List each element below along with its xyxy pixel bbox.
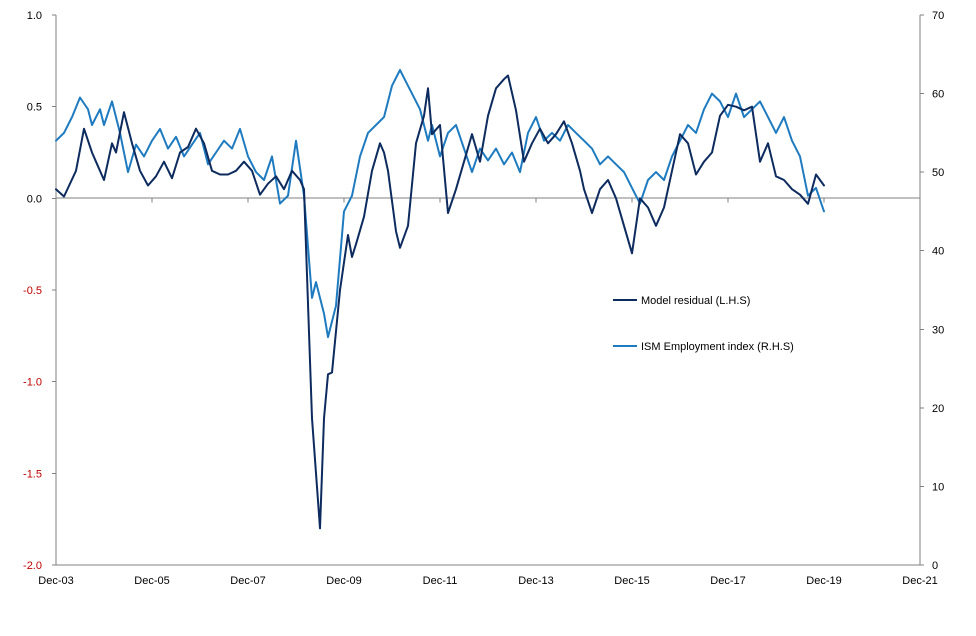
x-tick-label: Dec-05 <box>134 575 169 587</box>
legend-label-model-residual: Model residual (L.H.S) <box>641 295 750 307</box>
right-y-tick-label: 70 <box>932 10 944 22</box>
x-tick-label: Dec-13 <box>518 575 553 587</box>
x-tick-label: Dec-07 <box>230 575 265 587</box>
x-tick-label: Dec-21 <box>902 575 937 587</box>
x-tick-label: Dec-15 <box>614 575 649 587</box>
left-y-tick-label: 1.0 <box>27 10 42 22</box>
x-tick-label: Dec-17 <box>710 575 745 587</box>
right-y-tick-label: 50 <box>932 167 944 179</box>
right-y-tick-label: 10 <box>932 481 944 493</box>
right-y-tick-label: 40 <box>932 246 944 258</box>
series-line-model-residual <box>55 74 825 530</box>
x-tick-label: Dec-11 <box>423 575 458 587</box>
x-tick-label: Dec-03 <box>38 575 73 587</box>
left-y-tick-label: -2.0 <box>23 560 42 572</box>
left-y-tick-label: -0.5 <box>23 285 42 297</box>
left-y-tick-label: -1.5 <box>23 468 42 480</box>
x-tick-label: Dec-09 <box>326 575 361 587</box>
series-line-ism-employment <box>55 69 825 339</box>
right-y-tick-label: 0 <box>932 560 938 572</box>
right-y-tick-label: 60 <box>932 89 944 101</box>
plot-area <box>55 69 825 530</box>
tick-group: -2.0 -1.5 -1.0 -0.5 0.0 0.5 1.0 0 10 20 30 40 50 60 70… <box>23 10 944 587</box>
left-y-tick-label: 0.5 <box>27 102 42 114</box>
left-y-tick-label: 0.0 <box>27 193 42 205</box>
right-y-tick-label: 30 <box>932 324 944 336</box>
chart-axes <box>55 15 921 566</box>
x-tick-label: Dec-19 <box>806 575 841 587</box>
right-y-tick-label: 20 <box>932 403 944 415</box>
legend-label-ism-employment: ISM Employment index (R.H.S) <box>641 341 794 353</box>
left-y-tick-label: -1.0 <box>23 377 42 389</box>
legend: Model residual (L.H.S) ISM Employment in… <box>613 295 794 353</box>
